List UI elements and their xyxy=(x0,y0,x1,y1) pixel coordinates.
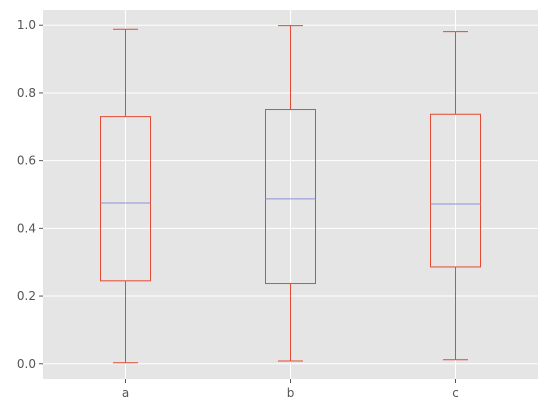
y-axis: 0.0 0.2 0.4 0.6 0.8 1.0 xyxy=(17,18,43,371)
box-b xyxy=(265,25,316,362)
iqr-box-a xyxy=(100,116,151,282)
x-tick-label-a: a xyxy=(122,386,129,400)
box-series xyxy=(100,25,481,364)
box-a xyxy=(100,28,151,364)
y-tick-label-3: 0.6 xyxy=(17,154,36,168)
y-tick-label-0: 0.0 xyxy=(17,357,36,371)
iqr-box-b xyxy=(265,109,316,285)
iqr-box-c xyxy=(430,113,481,268)
y-tick-label-4: 0.8 xyxy=(17,86,36,100)
x-tick-label-c: c xyxy=(452,386,459,400)
y-tick-label-1: 0.2 xyxy=(17,289,36,303)
x-axis: a b c xyxy=(122,379,459,400)
y-tick-label-5: 1.0 xyxy=(17,18,36,32)
box-c xyxy=(430,31,481,361)
y-tick-label-2: 0.4 xyxy=(17,221,36,235)
x-tick-label-b: b xyxy=(287,386,295,400)
